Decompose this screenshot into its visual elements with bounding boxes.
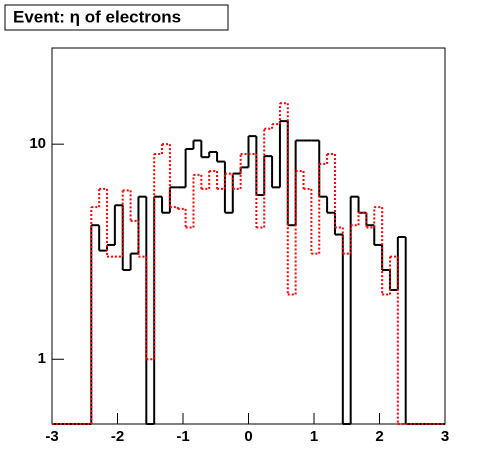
title-box [4,4,229,31]
x-tick-label: 2 [375,428,383,445]
x-tick-label: 3 [441,428,449,445]
chart-title: Event: η of electrons [13,7,181,26]
x-tick-label: 1 [310,428,318,445]
y-tick-label: 1 [38,350,46,367]
x-tick-label: -1 [176,428,189,445]
x-tick-label: -3 [45,428,58,445]
x-tick-label: 0 [244,428,252,445]
y-tick-label: 10 [29,135,46,152]
x-tick-label: -2 [111,428,124,445]
